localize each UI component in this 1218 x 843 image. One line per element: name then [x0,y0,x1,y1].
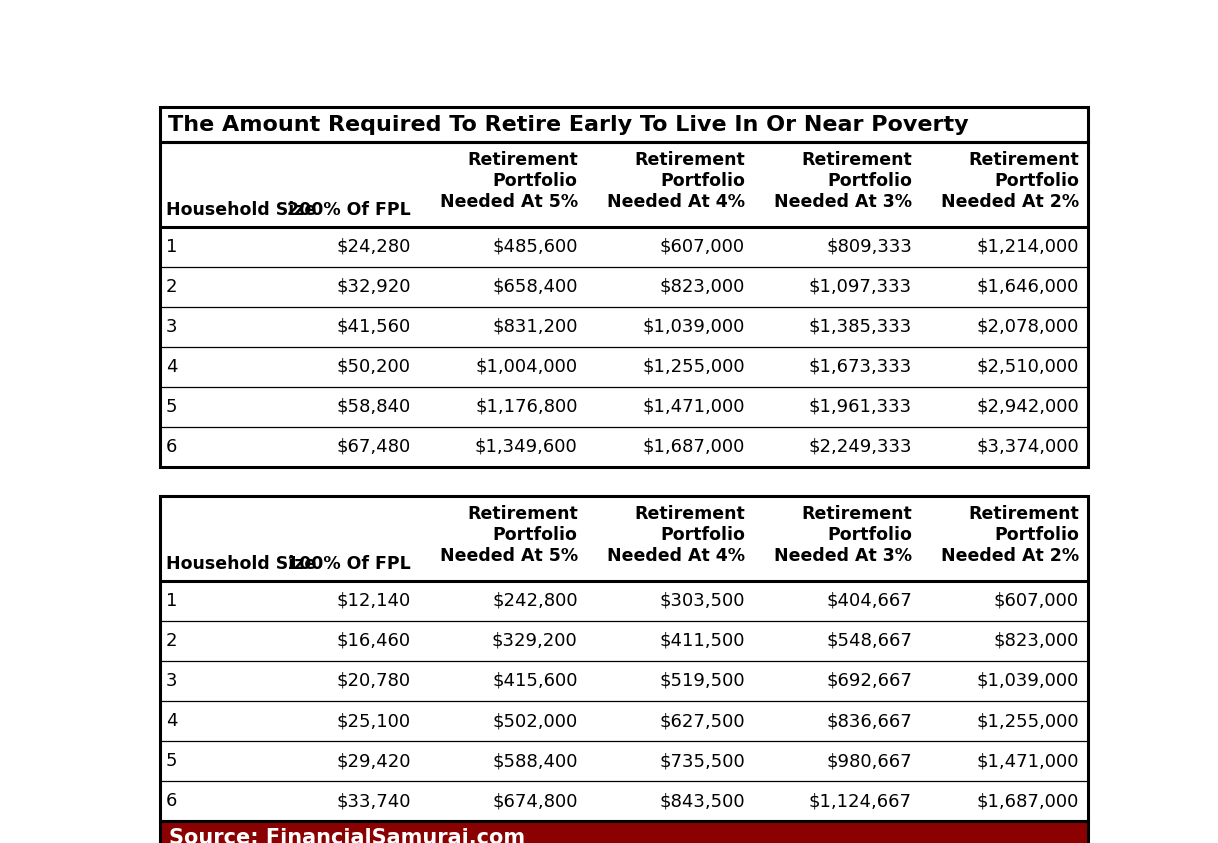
Text: 200% Of FPL: 200% Of FPL [286,201,410,219]
Text: $2,510,000: $2,510,000 [977,357,1079,376]
Text: $1,214,000: $1,214,000 [977,238,1079,255]
Text: 3: 3 [166,318,177,336]
Text: 4: 4 [166,712,177,730]
Text: Retirement
Portfolio
Needed At 3%: Retirement Portfolio Needed At 3% [773,506,912,565]
Text: $16,460: $16,460 [336,632,410,650]
Text: 1: 1 [166,592,177,609]
Text: $1,097,333: $1,097,333 [809,277,912,296]
Text: $50,200: $50,200 [336,357,410,376]
Text: $41,560: $41,560 [336,318,410,336]
Text: Retirement
Portfolio
Needed At 4%: Retirement Portfolio Needed At 4% [607,151,744,211]
Text: $33,740: $33,740 [336,792,410,810]
Text: $836,667: $836,667 [826,712,912,730]
Text: 100% Of FPL: 100% Of FPL [286,555,410,573]
Text: 5: 5 [166,398,177,416]
Text: $1,349,600: $1,349,600 [475,438,577,456]
Text: Household Size: Household Size [166,201,315,219]
Text: $12,140: $12,140 [336,592,410,609]
Text: $1,004,000: $1,004,000 [475,357,577,376]
Text: $674,800: $674,800 [492,792,577,810]
Bar [160,142,1089,467]
Text: $548,667: $548,667 [826,632,912,650]
Text: $2,078,000: $2,078,000 [977,318,1079,336]
Text: Retirement
Portfolio
Needed At 3%: Retirement Portfolio Needed At 3% [773,151,912,211]
Text: $329,200: $329,200 [492,632,577,650]
Text: $1,124,667: $1,124,667 [809,792,912,810]
Text: $627,500: $627,500 [659,712,744,730]
Text: Retirement
Portfolio
Needed At 2%: Retirement Portfolio Needed At 2% [940,151,1079,211]
Text: $1,039,000: $1,039,000 [642,318,744,336]
Text: $519,500: $519,500 [659,672,744,690]
Text: 5: 5 [166,752,177,770]
Text: $29,420: $29,420 [336,752,410,770]
Text: $1,673,333: $1,673,333 [809,357,912,376]
Text: $607,000: $607,000 [994,592,1079,609]
Text: $411,500: $411,500 [659,632,744,650]
Text: $303,500: $303,500 [659,592,744,609]
Text: $67,480: $67,480 [336,438,410,456]
Text: 6: 6 [166,438,177,456]
Text: $415,600: $415,600 [492,672,577,690]
Text: $242,800: $242,800 [492,592,577,609]
Text: $1,255,000: $1,255,000 [977,712,1079,730]
Bar [160,821,1089,843]
Text: $831,200: $831,200 [492,318,577,336]
Text: $58,840: $58,840 [336,398,410,416]
Text: $607,000: $607,000 [660,238,744,255]
Text: The Amount Required To Retire Early To Live In Or Near Poverty: The Amount Required To Retire Early To L… [168,115,968,135]
Text: 2: 2 [166,277,177,296]
Text: 1: 1 [166,238,177,255]
Text: $502,000: $502,000 [492,712,577,730]
Text: $1,687,000: $1,687,000 [977,792,1079,810]
Text: Retirement
Portfolio
Needed At 5%: Retirement Portfolio Needed At 5% [440,151,577,211]
Text: 2: 2 [166,632,177,650]
Text: 3: 3 [166,672,177,690]
Text: $24,280: $24,280 [336,238,410,255]
Text: Household Size: Household Size [166,555,315,573]
Text: $2,942,000: $2,942,000 [977,398,1079,416]
Text: $20,780: $20,780 [336,672,410,690]
Text: $658,400: $658,400 [492,277,577,296]
Bar [160,107,1089,142]
Text: Retirement
Portfolio
Needed At 4%: Retirement Portfolio Needed At 4% [607,506,744,565]
Text: $588,400: $588,400 [492,752,577,770]
Text: $2,249,333: $2,249,333 [809,438,912,456]
Text: $692,667: $692,667 [826,672,912,690]
Text: $1,039,000: $1,039,000 [977,672,1079,690]
Text: $404,667: $404,667 [826,592,912,609]
Text: 4: 4 [166,357,177,376]
Text: $1,471,000: $1,471,000 [977,752,1079,770]
Text: Retirement
Portfolio
Needed At 5%: Retirement Portfolio Needed At 5% [440,506,577,565]
Text: $809,333: $809,333 [826,238,912,255]
Text: $823,000: $823,000 [659,277,744,296]
Text: Retirement
Portfolio
Needed At 2%: Retirement Portfolio Needed At 2% [940,506,1079,565]
Text: $32,920: $32,920 [336,277,410,296]
Text: Source: FinancialSamurai.com: Source: FinancialSamurai.com [169,829,525,843]
Bar [160,497,1089,821]
Text: $3,374,000: $3,374,000 [977,438,1079,456]
Text: $1,471,000: $1,471,000 [642,398,744,416]
Text: $1,961,333: $1,961,333 [809,398,912,416]
Text: $843,500: $843,500 [659,792,744,810]
Text: $1,176,800: $1,176,800 [475,398,577,416]
Text: $1,687,000: $1,687,000 [642,438,744,456]
Text: $1,255,000: $1,255,000 [642,357,744,376]
Text: $735,500: $735,500 [659,752,744,770]
Text: $1,385,333: $1,385,333 [809,318,912,336]
Text: $823,000: $823,000 [994,632,1079,650]
FancyBboxPatch shape [160,107,1089,142]
Text: $25,100: $25,100 [336,712,410,730]
Text: 6: 6 [166,792,177,810]
Text: $485,600: $485,600 [492,238,577,255]
Text: $980,667: $980,667 [826,752,912,770]
Text: $1,646,000: $1,646,000 [977,277,1079,296]
